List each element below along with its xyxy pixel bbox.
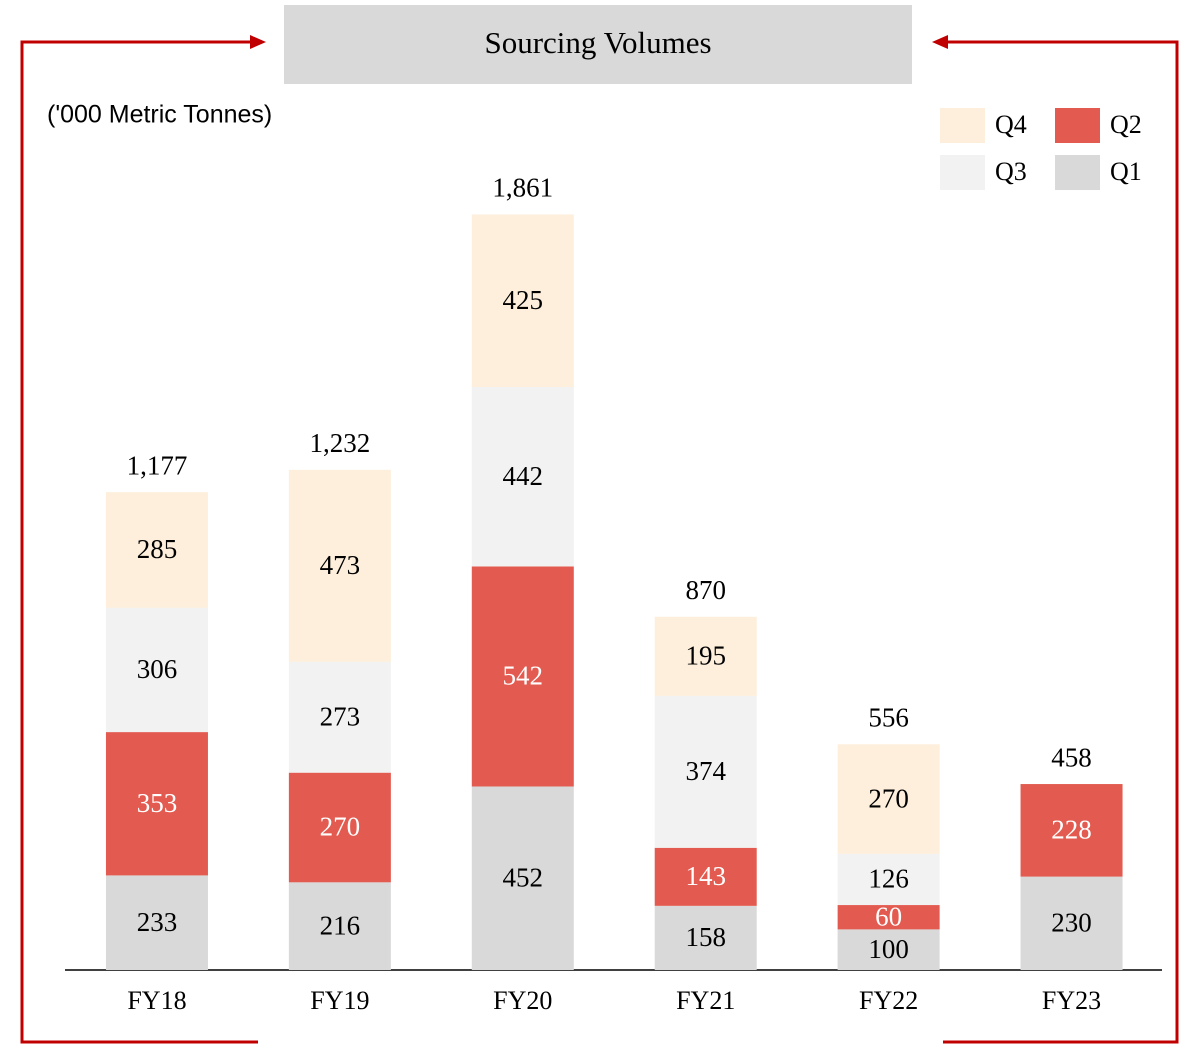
data-label: 353 (137, 788, 178, 818)
x-tick-label: FY23 (1042, 986, 1101, 1015)
bar-segment (654, 616, 757, 696)
bar-segment (654, 695, 757, 848)
bar-segment (837, 744, 940, 854)
x-tick-label: FY22 (859, 986, 918, 1015)
legend-label: Q4 (995, 110, 1027, 139)
arrow-left (932, 35, 948, 49)
legend-label: Q2 (1110, 110, 1142, 139)
data-label: 126 (868, 864, 909, 894)
legend-swatch (1055, 155, 1100, 190)
title-box (284, 5, 912, 84)
total-label: 1,177 (127, 450, 188, 480)
data-label: 158 (685, 922, 726, 952)
data-label: 100 (868, 934, 909, 964)
legend-label: Q1 (1110, 157, 1142, 186)
legend-label: Q3 (995, 157, 1027, 186)
frame-left (20, 40, 258, 1044)
data-label: 216 (320, 910, 361, 940)
total-label: 870 (685, 575, 726, 605)
x-tick-label: FY21 (676, 986, 735, 1015)
data-label: 270 (868, 783, 909, 813)
bar-segment (471, 386, 574, 567)
data-label: 425 (503, 285, 544, 315)
data-label: 473 (320, 550, 361, 580)
bar-segment (288, 469, 391, 662)
data-label: 270 (320, 812, 361, 842)
bar-segment (105, 492, 208, 608)
bar-segment (654, 905, 757, 970)
bar-segment (654, 847, 757, 906)
arrow-right (250, 35, 266, 49)
legend-swatch (940, 155, 985, 190)
bar-segment (837, 929, 940, 970)
data-label: 374 (685, 756, 726, 786)
data-label: 233 (137, 907, 178, 937)
bar-segment (837, 853, 940, 906)
total-label: 458 (1051, 742, 1092, 772)
bar-segment (1020, 784, 1123, 877)
frame-right (943, 40, 1179, 1044)
bar-segment (471, 566, 574, 787)
data-label: 452 (503, 862, 544, 892)
total-label: 1,232 (310, 428, 371, 458)
chart-title: Sourcing Volumes (484, 25, 711, 60)
bar-segment (288, 772, 391, 883)
data-label: 230 (1051, 908, 1092, 938)
bar-segment (471, 214, 574, 387)
subtitle: ('000 Metric Tonnes) (47, 101, 272, 129)
legend-swatch (1055, 108, 1100, 143)
data-label: 542 (503, 661, 544, 691)
frame (20, 40, 1179, 1044)
bar-segment (1020, 876, 1123, 970)
x-tick-label: FY18 (127, 986, 186, 1015)
bar-segment (288, 882, 391, 970)
bar-segment (471, 786, 574, 970)
x-tick-label: FY19 (310, 986, 369, 1015)
bar-segment (105, 875, 208, 970)
data-label: 60 (875, 901, 902, 931)
data-label: 143 (685, 861, 726, 891)
bar-segment (105, 607, 208, 733)
data-label: 228 (1051, 815, 1092, 845)
data-label: 442 (503, 461, 544, 491)
data-label: 306 (137, 654, 178, 684)
bar-segment (837, 905, 940, 930)
data-label: 195 (685, 641, 726, 671)
legend-swatch (940, 108, 985, 143)
data-label: 273 (320, 701, 361, 731)
total-label: 1,861 (492, 173, 553, 203)
bar-segment (105, 732, 208, 876)
data-label: 285 (137, 534, 178, 564)
bar-segment (288, 661, 391, 773)
total-label: 556 (868, 702, 909, 732)
x-tick-label: FY20 (493, 986, 552, 1015)
